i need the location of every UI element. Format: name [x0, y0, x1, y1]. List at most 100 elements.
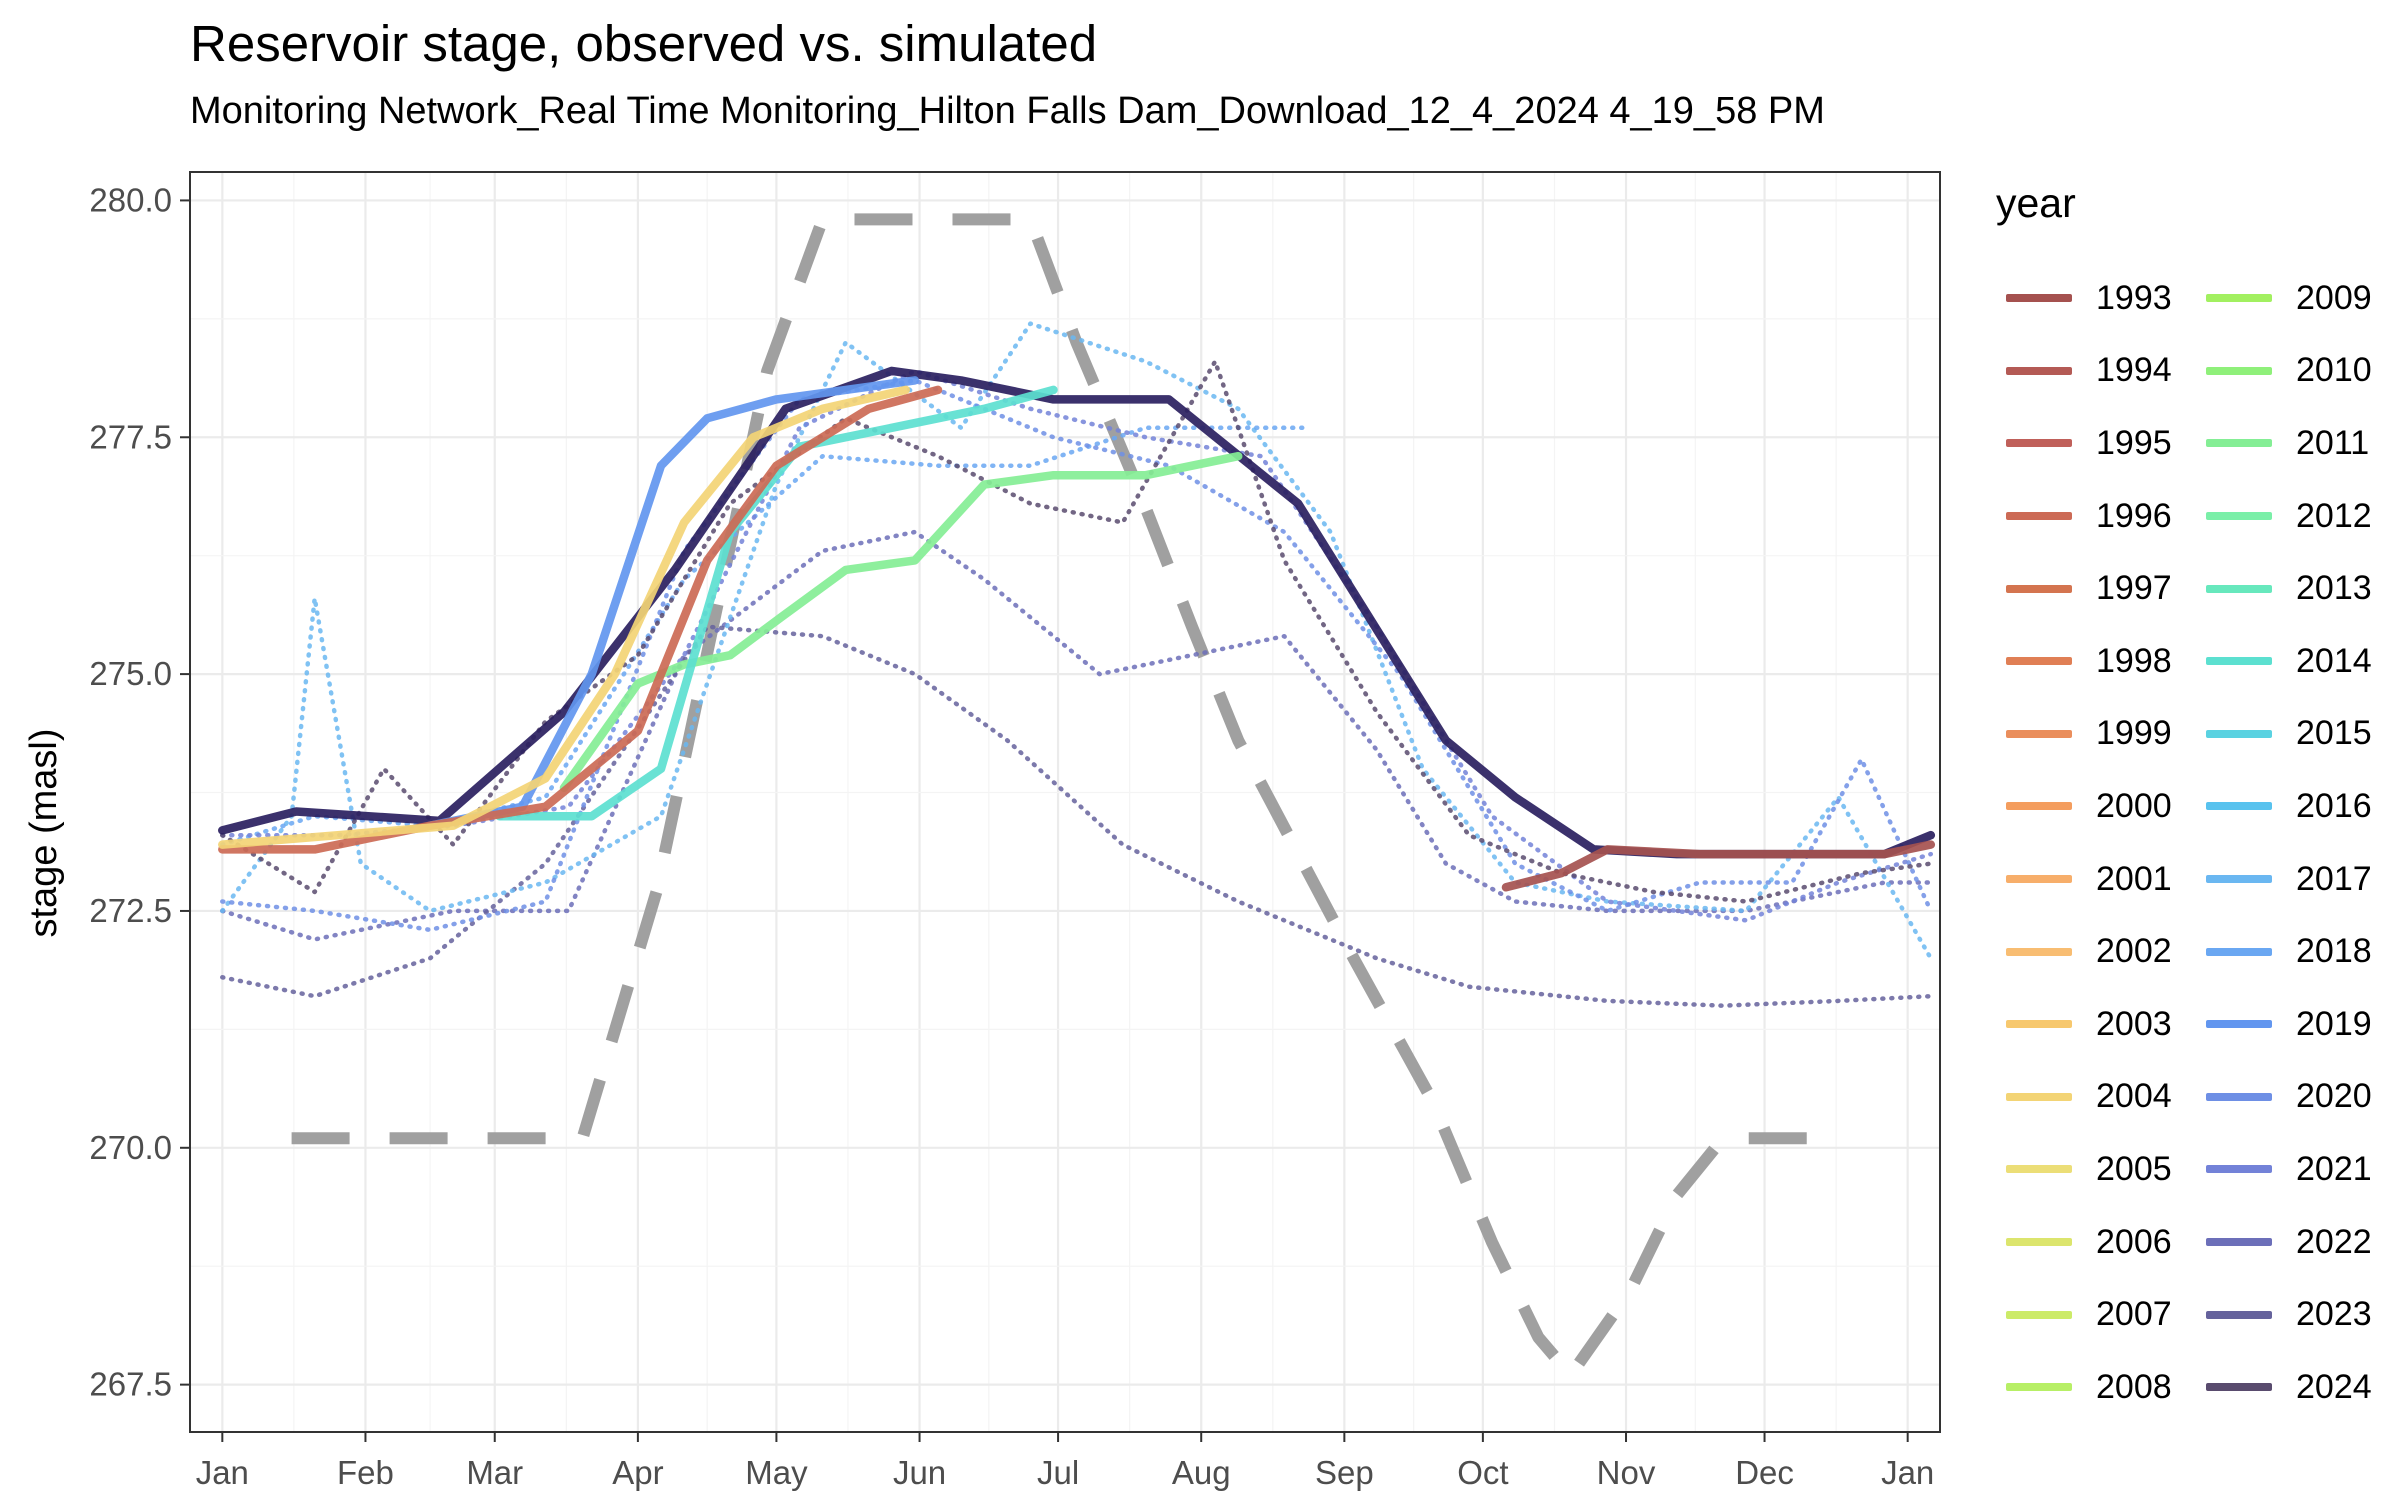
legend-label-2022: 2022 [2296, 1222, 2372, 1261]
legend-key-2003 [2006, 1020, 2072, 1029]
legend-key-2002 [2006, 947, 2072, 956]
legend-key-2001 [2006, 875, 2072, 884]
series-line-2017-dotted [220, 321, 1934, 961]
legend-label-2016: 2016 [2296, 786, 2372, 825]
legend-item-1998: 1998 [2006, 625, 2172, 698]
x-tick-label: Jun [893, 1454, 946, 1491]
x-tick-label: Sep [1315, 1454, 1374, 1491]
x-tick-label: Jan [1881, 1454, 1934, 1491]
x-tick-label: Aug [1172, 1454, 1231, 1491]
legend-key-2008 [2006, 1383, 2072, 1392]
legend-key-1994 [2006, 366, 2072, 375]
legend-key-1993 [2006, 294, 2072, 303]
series-line-2021-dotted [220, 368, 1934, 923]
y-tick-label: 267.5 [89, 1366, 172, 1403]
legend-item-1994: 1994 [2006, 335, 2172, 408]
legend-item-2008: 2008 [2006, 1351, 2172, 1424]
legend-label-2023: 2023 [2296, 1295, 2372, 1334]
series-line-2011-solid [559, 451, 1243, 793]
legend-label-2000: 2000 [2096, 786, 2172, 825]
legend-item-2023: 2023 [2206, 1278, 2372, 1351]
legend-item-2006: 2006 [2006, 1206, 2172, 1279]
legend-key-2014 [2206, 657, 2272, 666]
legend-item-2022: 2022 [2206, 1206, 2372, 1279]
legend-label-2009: 2009 [2296, 278, 2372, 317]
legend-item-2005: 2005 [2006, 1133, 2172, 1206]
legend-item-2014: 2014 [2206, 625, 2372, 698]
legend-label-2012: 2012 [2296, 496, 2372, 535]
legend-key-2007 [2006, 1310, 2072, 1319]
legend-label-2008: 2008 [2096, 1367, 2172, 1406]
x-tick-label: Apr [612, 1454, 663, 1491]
y-tick-label: 277.5 [89, 418, 172, 455]
series-line-2020-dotted [220, 378, 1934, 933]
legend-label-2014: 2014 [2296, 641, 2372, 680]
legend-key-2006 [2006, 1238, 2072, 1247]
legend-label-2003: 2003 [2096, 1004, 2172, 1043]
legend-item-1993: 1993 [2006, 262, 2172, 335]
series-line-simulated [291, 213, 1816, 1382]
legend-key-2024 [2206, 1383, 2272, 1392]
series-line-1996-solid [218, 385, 943, 854]
legend-label-2015: 2015 [2296, 714, 2372, 753]
legend-item-2011: 2011 [2206, 407, 2372, 480]
legend-label-1998: 1998 [2096, 641, 2172, 680]
legend-label-2011: 2011 [2296, 423, 2370, 462]
legend-key-1997 [2006, 584, 2072, 593]
legend-label-2004: 2004 [2096, 1077, 2172, 1116]
series-line-2004-solid [218, 385, 910, 849]
legend-label-2019: 2019 [2296, 1004, 2372, 1043]
panel-border [189, 171, 1941, 1433]
legend-item-2004: 2004 [2006, 1061, 2172, 1134]
chart-subtitle: Monitoring Network_Real Time Monitoring_… [190, 90, 1825, 132]
legend-key-2005 [2006, 1165, 2072, 1174]
legend-key-2015 [2206, 729, 2272, 738]
legend-item-1995: 1995 [2006, 407, 2172, 480]
x-tick-label: Mar [466, 1454, 523, 1491]
chart-title: Reservoir stage, observed vs. simulated [190, 15, 1098, 72]
series-line-1993-solid [1501, 840, 1936, 892]
legend-label-1994: 1994 [2096, 351, 2172, 390]
legend-key-2023 [2206, 1310, 2272, 1319]
legend-key-1999 [2006, 729, 2072, 738]
series-layer [218, 213, 1936, 1382]
legend-key-2017 [2206, 875, 2272, 884]
legend-label-1997: 1997 [2096, 569, 2172, 608]
legend-item-2020: 2020 [2206, 1061, 2372, 1134]
legend-item-2001: 2001 [2006, 843, 2172, 916]
legend-key-1996 [2006, 512, 2072, 521]
legend-label-2020: 2020 [2296, 1077, 2372, 1116]
legend-label-2001: 2001 [2096, 859, 2172, 898]
series-line-2014-solid [495, 385, 1058, 821]
y-tick-label: 272.5 [89, 892, 172, 929]
legend-label-2017: 2017 [2296, 859, 2372, 898]
x-tick-label: May [745, 1454, 808, 1491]
legend-key-2019 [2206, 1020, 2272, 1029]
legend-item-1996: 1996 [2006, 480, 2172, 553]
legend-item-2021: 2021 [2206, 1133, 2372, 1206]
x-tick-label: Jan [196, 1454, 249, 1491]
series-line-2023-dotted [220, 624, 1934, 1008]
legend-item-1997: 1997 [2006, 552, 2172, 625]
series-line-2019-solid [425, 376, 920, 830]
legend-label-1999: 1999 [2096, 714, 2172, 753]
legend-label-1996: 1996 [2096, 496, 2172, 535]
y-tick-label: 275.0 [89, 655, 172, 692]
legend-item-2000: 2000 [2006, 770, 2172, 843]
x-tick-label: Feb [337, 1454, 394, 1491]
series-line-2022-dotted [220, 529, 1934, 942]
legend-key-2022 [2206, 1238, 2272, 1247]
x-tick-label: Dec [1735, 1454, 1794, 1491]
legend-key-2021 [2206, 1165, 2272, 1174]
x-tick-label: Nov [1597, 1454, 1656, 1491]
legend-label-2024: 2024 [2296, 1367, 2372, 1406]
legend-label-2007: 2007 [2096, 1295, 2172, 1334]
legend-item-2018: 2018 [2206, 915, 2372, 988]
legend-item-2007: 2007 [2006, 1278, 2172, 1351]
legend-item-2012: 2012 [2206, 480, 2372, 553]
legend-item-2003: 2003 [2006, 988, 2172, 1061]
legend-column-2: 2009 2010 2011 2012 2013 2014 2015 2016 2017 2018… [2206, 262, 2372, 1424]
legend-label-2010: 2010 [2296, 351, 2372, 390]
legend-key-1995 [2006, 439, 2072, 448]
